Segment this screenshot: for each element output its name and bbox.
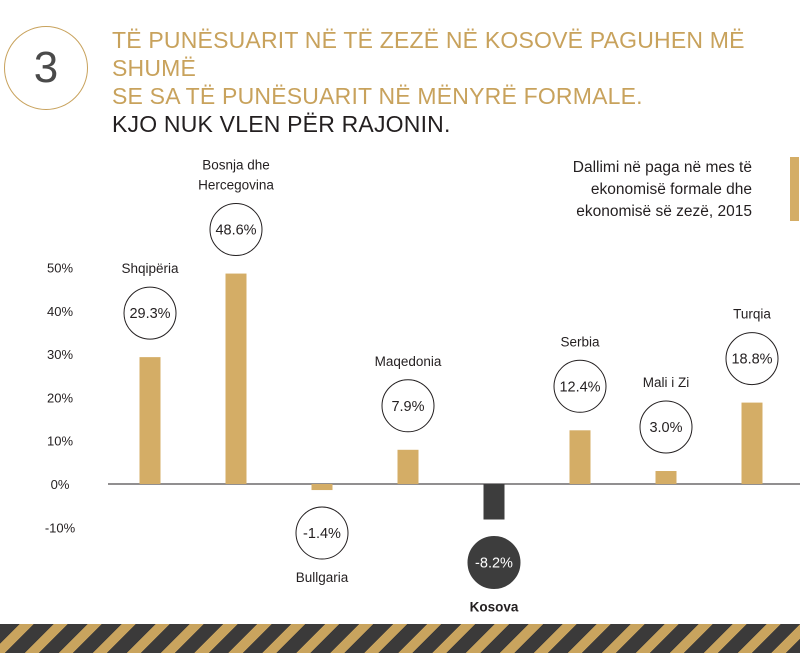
- bar: [655, 471, 677, 484]
- footer-stripes: [0, 624, 800, 653]
- y-tick-label: 40%: [47, 304, 73, 319]
- value-circle: [209, 203, 263, 257]
- category-label: Bullgaria: [296, 570, 349, 585]
- bar: [225, 273, 247, 484]
- category-label: Shqipëria: [121, 261, 179, 276]
- legend-line-2: ekonomisë formale dhe: [590, 181, 752, 198]
- legend-swatch: [790, 157, 799, 221]
- section-number: 3: [4, 26, 88, 110]
- y-tick-label: 10%: [47, 434, 73, 449]
- headline-line-1: TË PUNËSUARIT NË TË ZEZË NË KOSOVË PAGUH…: [112, 27, 745, 81]
- legend-line-3: ekonomisë së zezë, 2015: [576, 203, 752, 220]
- category-label: Turqia: [733, 307, 771, 322]
- value-circle: [381, 379, 435, 433]
- headline-line-3: KJO NUK VLEN PËR RAJONIN.: [112, 111, 451, 137]
- y-tick-label: 20%: [47, 390, 73, 405]
- bar-chart: 50% 40% 30% 20% 10% 0% -10% 29.3% Shqipëria 48.6%…: [45, 158, 800, 615]
- value-circle: [295, 506, 349, 560]
- data-label: -8.2%: [475, 556, 513, 572]
- bar: [483, 484, 505, 520]
- legend-line-1: Dallimi në paga në mes të: [572, 159, 752, 176]
- data-label: 48.6%: [215, 223, 256, 239]
- y-tick-label: -10%: [45, 520, 76, 535]
- y-tick-label: 0%: [51, 477, 70, 492]
- bar: [139, 357, 161, 484]
- value-circle: [639, 400, 693, 454]
- category-label: Hercegovina: [198, 178, 274, 193]
- data-label: -1.4%: [303, 526, 341, 542]
- legend-text: Dallimi në paga në mes të ekonomisë form…: [452, 157, 752, 223]
- y-tick-label: 50%: [47, 261, 73, 276]
- bar: [741, 402, 763, 484]
- bar: [397, 449, 419, 484]
- value-circle: [725, 332, 779, 386]
- data-label: 18.8%: [731, 352, 772, 368]
- category-label: Maqedonia: [375, 354, 442, 369]
- data-label: 12.4%: [559, 379, 600, 395]
- category-label: Mali i Zi: [643, 375, 690, 390]
- value-circle: [123, 286, 177, 340]
- bar: [311, 484, 333, 491]
- bar: [569, 430, 591, 484]
- data-label: 3.0%: [649, 420, 682, 436]
- y-tick-label: 30%: [47, 347, 73, 362]
- headline-line-2: SE SA TË PUNËSUARIT NË MËNYRË FORMALE.: [112, 83, 643, 109]
- value-circle: [467, 536, 521, 590]
- category-label: Kosova: [470, 600, 519, 615]
- value-circle: [553, 359, 607, 413]
- headline: TË PUNËSUARIT NË TË ZEZË NË KOSOVË PAGUH…: [112, 26, 800, 138]
- category-label: Bosnja dhe: [202, 158, 270, 173]
- data-label: 29.3%: [129, 306, 170, 322]
- category-label: Serbia: [560, 334, 600, 349]
- data-label: 7.9%: [391, 399, 424, 415]
